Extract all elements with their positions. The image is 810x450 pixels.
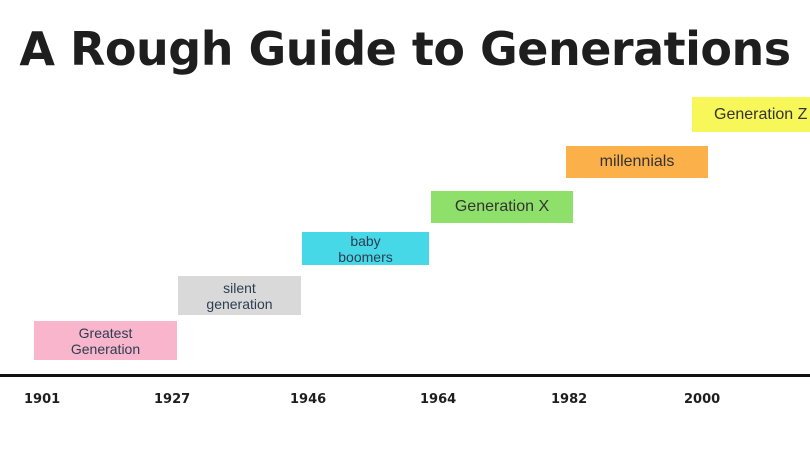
tick-1982: 1982 — [551, 392, 588, 407]
generation-z: Generation Z — [692, 97, 810, 132]
tick-1927: 1927 — [154, 392, 191, 407]
generation-millennials: millennials — [566, 146, 708, 178]
generation-silent: silent generation — [178, 276, 301, 315]
generation-x: Generation X — [431, 191, 573, 223]
tick-1901: 1901 — [24, 392, 61, 407]
generation-baby-boomers: baby boomers — [302, 232, 429, 265]
page-title: A Rough Guide to Generations — [19, 22, 791, 76]
tick-2000: 2000 — [684, 392, 721, 407]
generation-greatest: Greatest Generation — [34, 321, 177, 360]
timeline-axis — [0, 374, 810, 377]
tick-1964: 1964 — [420, 392, 457, 407]
tick-1946: 1946 — [290, 392, 327, 407]
